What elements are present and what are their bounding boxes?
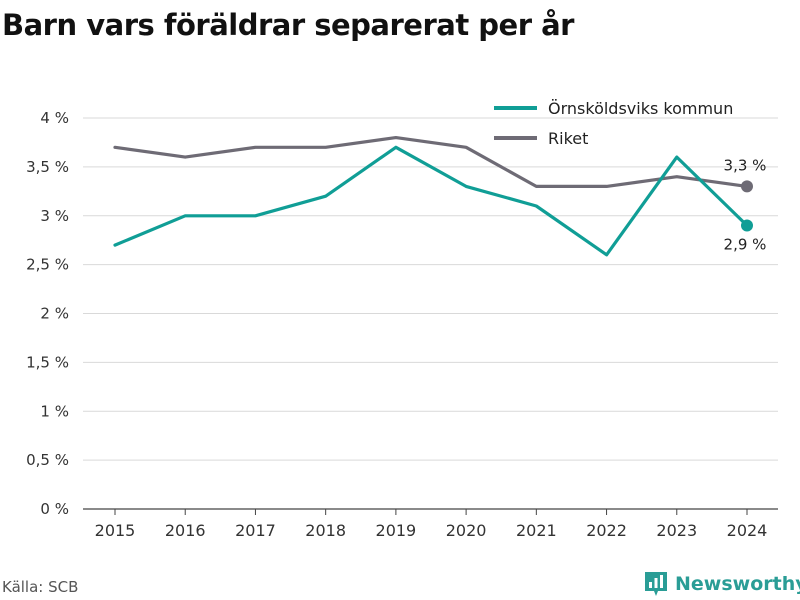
bar-chart-logo-icon (645, 572, 667, 596)
legend-label: Riket (548, 129, 588, 148)
y-tick-label: 1,5 % (26, 353, 69, 371)
series-endpoint-1 (741, 180, 753, 193)
y-axis: 0 % 0,5 % 1 % 1,5 % 2 % 2,5 % 3 % 3,5 % 4 % (26, 109, 69, 518)
end-value-label: 3,3 % (724, 156, 767, 174)
y-tick-label: 2,5 % (26, 256, 69, 274)
x-tick-label: 2017 (235, 521, 276, 540)
series-lines (113, 136, 753, 257)
legend-label: Örnsköldsviks kommun (548, 99, 733, 118)
x-tick-label: 2018 (305, 521, 346, 540)
y-tick-label: 3 % (40, 207, 69, 225)
end-labels: 3,3 % 2,9 % (724, 156, 767, 253)
y-tick-label: 4 % (40, 109, 69, 127)
brand-logo: Newsworthy (643, 570, 800, 598)
x-axis: 2015 2016 2017 2018 2019 2020 2021 2022 2023 2024 (95, 509, 768, 540)
grid-lines (83, 117, 778, 510)
x-tick-label: 2022 (586, 521, 627, 540)
end-value-label: 2,9 % (724, 236, 767, 254)
series-line-0 (113, 145, 749, 257)
x-tick-label: 2023 (656, 521, 697, 540)
y-tick-label: 0 % (40, 500, 69, 518)
brand-name: Newsworthy (675, 573, 800, 595)
y-tick-label: 3,5 % (26, 158, 69, 176)
chart-title: Barn vars föräldrar separerat per år (2, 8, 574, 42)
series-endpoint-0 (741, 219, 753, 232)
source-note: Källa: SCB (2, 578, 79, 596)
x-tick-label: 2020 (446, 521, 487, 540)
x-tick-label: 2015 (95, 521, 136, 540)
y-tick-label: 0,5 % (26, 451, 69, 469)
legend: Örnsköldsviks kommun Riket (494, 99, 733, 148)
x-tick-label: 2024 (727, 521, 768, 540)
x-tick-label: 2021 (516, 521, 557, 540)
x-tick-label: 2016 (165, 521, 206, 540)
y-tick-label: 1 % (40, 402, 69, 420)
series-line-1 (113, 136, 749, 188)
y-tick-label: 2 % (40, 305, 69, 323)
x-tick-label: 2019 (376, 521, 417, 540)
